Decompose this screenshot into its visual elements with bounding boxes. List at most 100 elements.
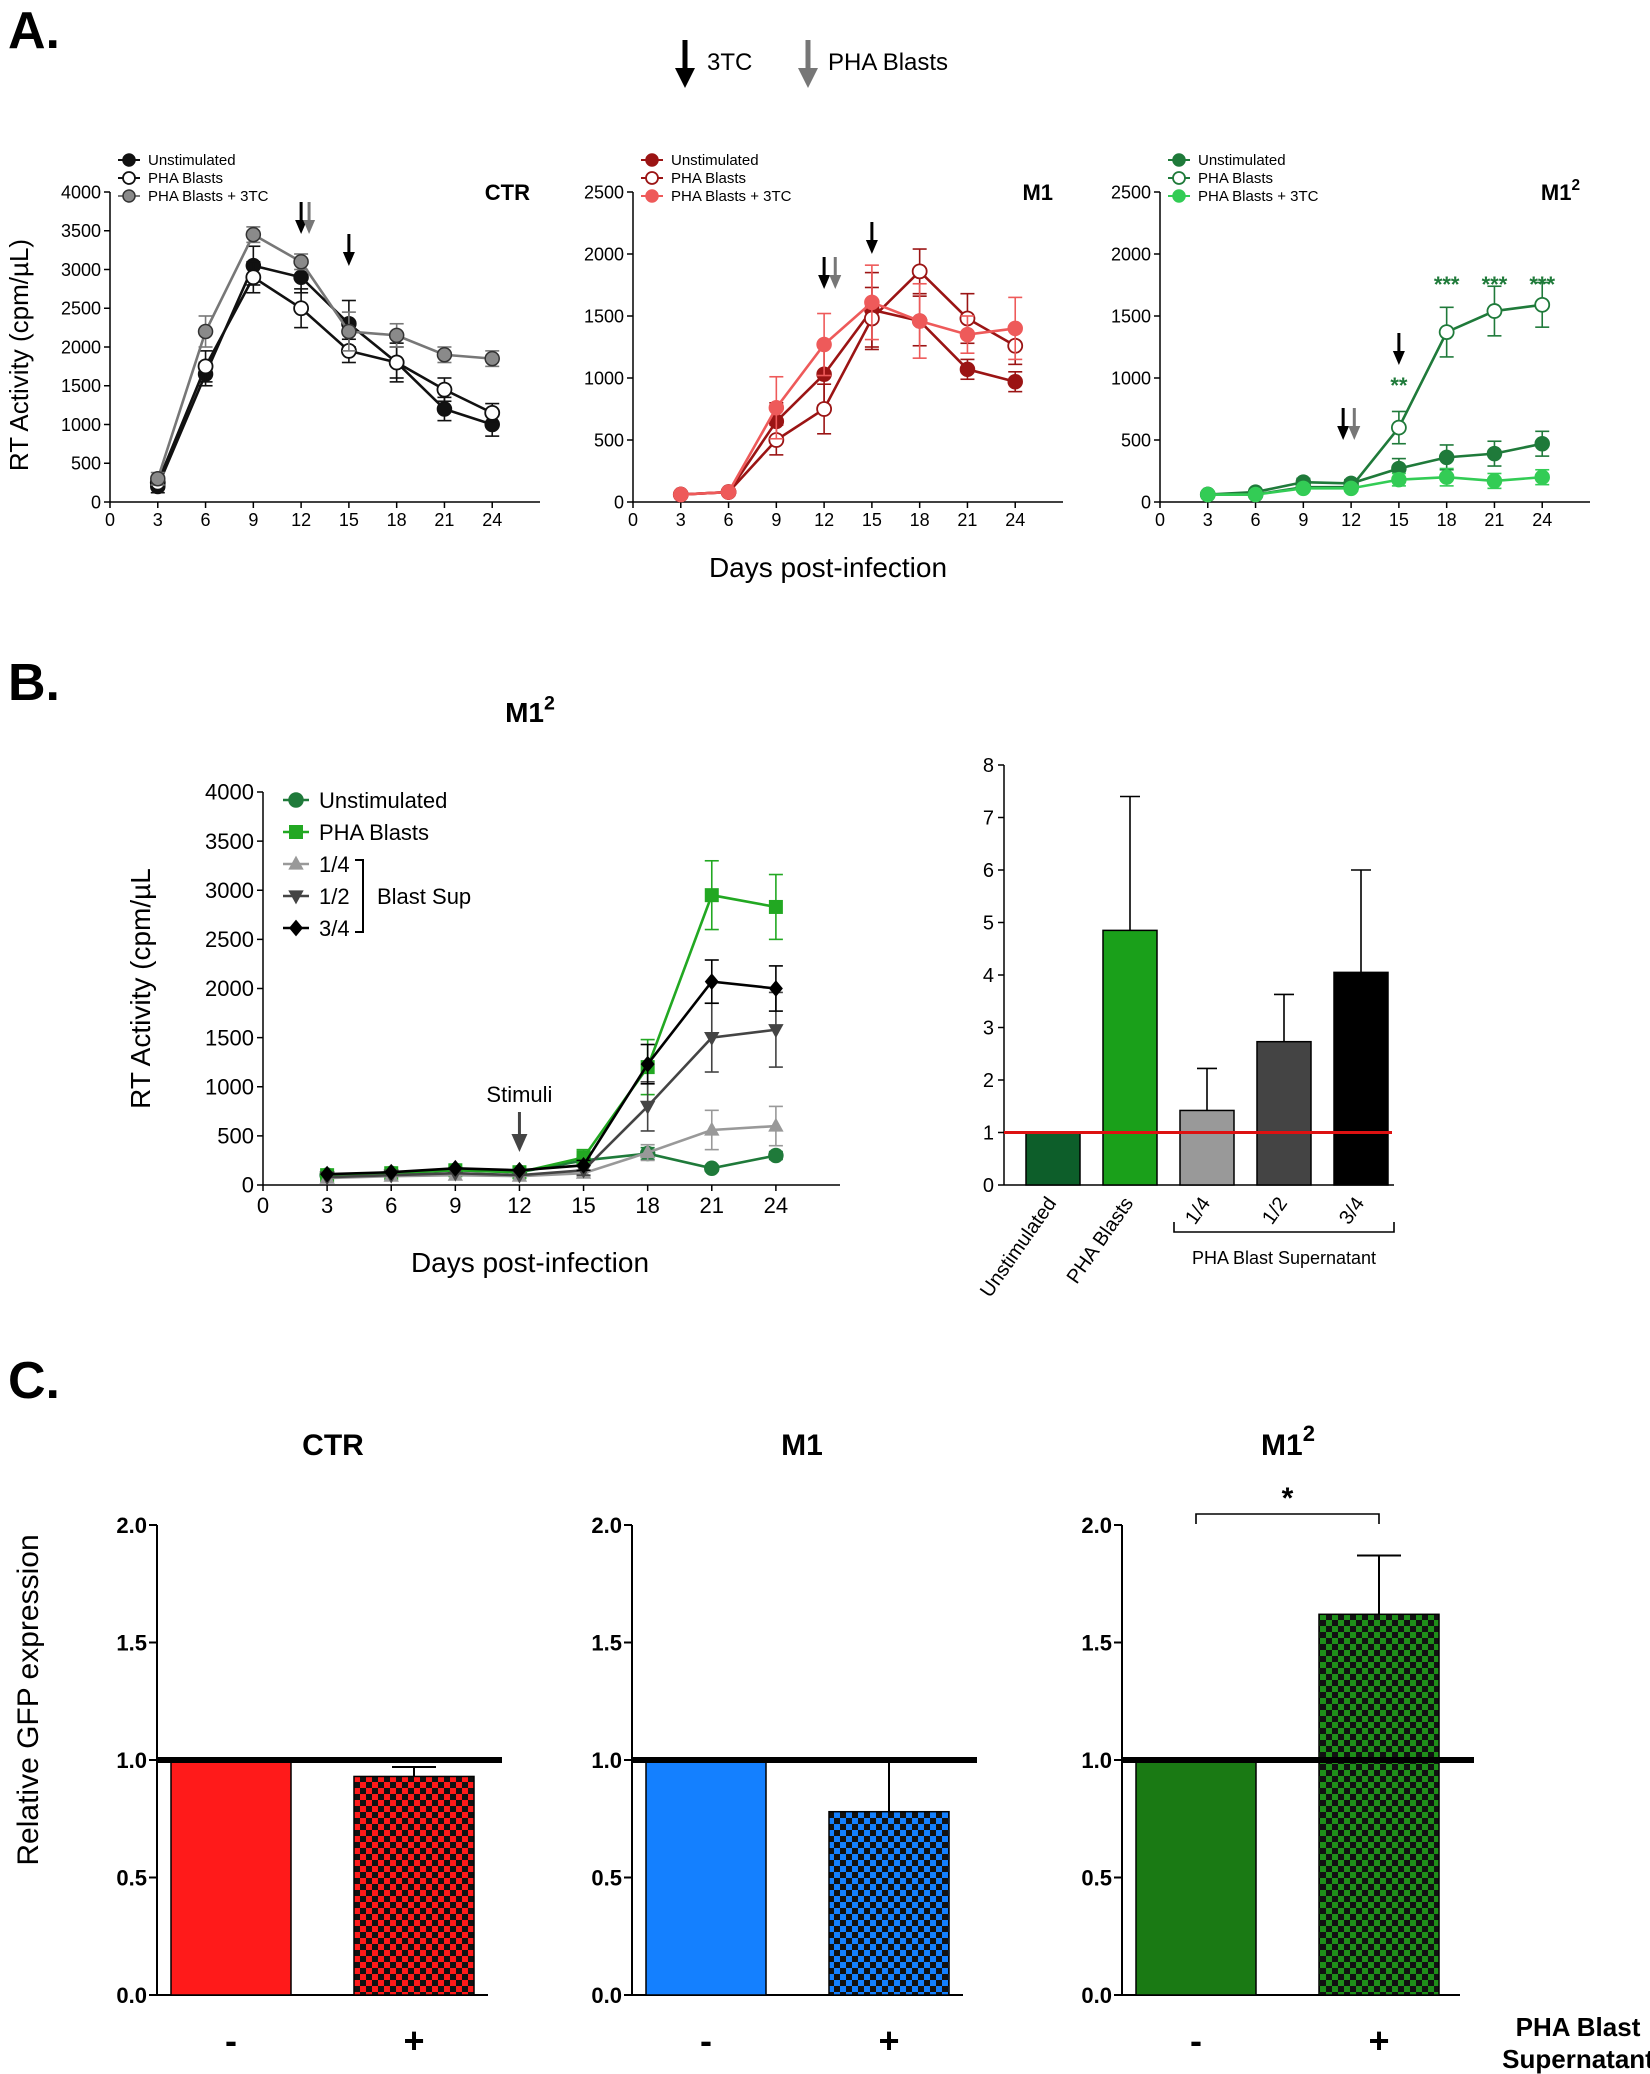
data-point [959,326,976,343]
y-tick-label: 3500 [61,221,101,241]
chart-c-m1: 0.0 0.5 1.0 1.5 2.0 - + M1 [591,1429,977,2061]
bar [1102,929,1158,1186]
data-point [1438,469,1455,485]
chart-a-m1: 0 500 1000 1500 2000 2500 0 3 6 9 12 15 18 21 24 M1 Unst… [584,152,1063,530]
y-tick-label: 3000 [61,260,101,280]
panel-label-c: C. [8,1352,60,1410]
bar [1256,1040,1312,1186]
data-point [1200,486,1216,503]
x-tick-label: + [403,2020,424,2061]
legend-label: Unstimulated [319,788,447,813]
data-point [1534,296,1551,313]
x-tick-label: 21 [434,510,454,530]
y-tick-label: 2000 [205,976,254,1001]
group-bracket [1173,1222,1395,1233]
x-tick-label: 15 [571,1193,595,1218]
data-point [864,294,880,311]
y-tick-label: 0.0 [591,1983,622,2008]
panel-c-footer-1: PHA Blast [1516,2012,1641,2042]
data-point [388,354,405,371]
legend-label: Unstimulated [671,152,759,169]
y-tick-label: 0.5 [591,1866,622,1891]
series-pha-blasts [1199,281,1551,503]
x-tick-label: 15 [339,510,359,530]
panel-a-xlabel: Days post-infection [709,552,947,583]
data-point [436,401,453,417]
data-point [293,300,310,317]
event-arrow-head [1392,351,1405,365]
significance-label: *** [1529,272,1555,297]
y-tick-label: 1.5 [116,1631,147,1656]
data-point [704,1160,720,1177]
legend-marker [288,792,304,808]
x-tick-label: 9 [1298,510,1308,530]
panel-b-xlabel: Days post-infection [411,1247,649,1278]
data-point [911,313,928,329]
y-tick-label: 2 [983,1070,994,1092]
data-point [388,327,405,344]
arrow-legend-3tc: 3TC [707,49,752,76]
data-point [1438,324,1455,341]
x-tick-label: 9 [771,510,781,530]
data-point [1486,445,1503,462]
legend-label: 3/4 [319,916,350,941]
y-tick-label: 1.0 [116,1748,147,1773]
data-point [704,888,719,903]
y-tick-label: 0.0 [1081,1983,1112,2008]
event-arrow-head [1348,426,1361,440]
x-tick-label: 6 [1251,510,1261,530]
stimuli-label: Stimuli [486,1082,552,1107]
data-point [512,1161,527,1179]
stimuli-arrow-head [511,1134,528,1152]
x-tick-label: 12 [814,510,834,530]
arrow-legend-gray-head [798,68,818,88]
y-tick-label: 0 [614,492,624,512]
legend-label: PHA Blasts [319,820,429,845]
panel-c-ylabel: Relative GFP expression [12,1534,45,1865]
y-tick-label: 1.5 [591,1631,622,1656]
legend-marker [289,919,303,937]
data-point [1007,373,1023,390]
x-tick-label: 6 [201,510,211,530]
y-tick-label: 1500 [1111,306,1151,326]
arrow-legend-black-head [675,68,695,88]
group-label: PHA Blast Supernatant [1192,1248,1376,1268]
bar [353,1775,475,1996]
x-tick-label: 3 [1203,510,1213,530]
x-tick-label: 3 [321,1193,333,1218]
y-tick-label: 1000 [205,1074,254,1099]
chart-b-bar: 0 1 2 3 4 5 6 7 8 Unstimulated PHA Blasts 1/4 1/2 3/4… [976,755,1395,1301]
data-point [245,226,262,243]
data-point [768,1024,784,1039]
chart-c-ctr: 0.0 0.5 1.0 1.5 2.0 - + CTR [116,1429,502,2061]
event-arrow-head [818,275,831,289]
panel-label-a: A. [8,2,60,60]
legend-label: 1/4 [319,852,350,877]
data-point [959,361,976,378]
data-point [484,350,500,367]
y-tick-label: 2500 [1111,182,1151,202]
data-point [1486,303,1503,319]
series-line [156,275,493,484]
y-tick-label: 1500 [584,306,624,326]
series-line [156,264,493,488]
event-arrow-head [295,220,308,234]
legend-marker [645,153,659,167]
x-tick-label: 24 [1532,510,1552,530]
arrow-legend-pha: PHA Blasts [828,49,948,76]
data-point [245,269,262,286]
series-line [680,300,1016,496]
significance-label: *** [1482,272,1508,297]
x-tick-label: 9 [449,1193,461,1218]
x-tick-label: 21 [957,510,977,530]
y-tick-label: 3 [983,1018,994,1040]
data-point [704,1121,720,1136]
x-tick-label: 24 [1005,510,1025,530]
significance-label: *** [1434,272,1460,297]
data-point [816,401,833,417]
y-tick-label: 2000 [61,337,101,357]
data-point [341,323,357,340]
data-point [1438,449,1455,466]
legend-label: PHA Blasts + 3TC [671,188,792,205]
legend-marker [122,171,136,185]
